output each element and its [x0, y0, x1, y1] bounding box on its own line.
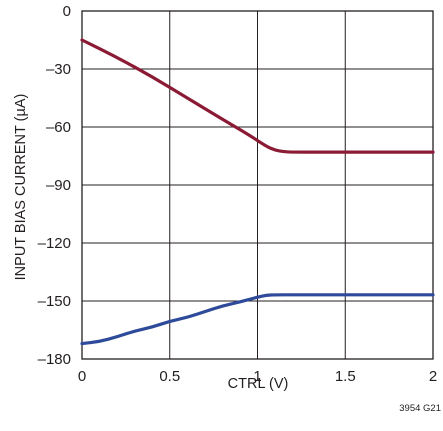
y-tick-label: 0	[63, 3, 71, 20]
y-tick-label: –90	[46, 177, 71, 194]
y-tick-labels: 0 –30 –60 –90 –120 –150 –180	[38, 3, 71, 368]
series-line-1	[80, 38, 435, 154]
y-tick-label: –180	[38, 351, 71, 368]
y-tick-label: –120	[38, 235, 71, 252]
y-axis-label: INPUT BIAS CURRENT (µA)	[13, 94, 29, 281]
x-tick-label: 2	[429, 368, 437, 385]
series-line-2	[80, 293, 435, 346]
x-tick-label: 0	[78, 368, 86, 385]
plot-frame	[81, 10, 434, 360]
x-tick-label: 1	[253, 368, 261, 385]
x-tick-labels: 0 0.5 1 1.5 2	[78, 368, 437, 385]
y-tick-label: –30	[46, 61, 71, 78]
series-layer	[80, 38, 435, 346]
x-tick-label: 0.5	[159, 368, 180, 385]
y-tick-label: –60	[46, 119, 71, 136]
x-axis-label: CTRL (V)	[228, 376, 289, 392]
x-tick-label: 1.5	[335, 368, 356, 385]
grid-lines	[82, 11, 433, 359]
y-tick-label: –150	[38, 293, 71, 310]
figure-id: 3954 G21	[399, 403, 441, 414]
